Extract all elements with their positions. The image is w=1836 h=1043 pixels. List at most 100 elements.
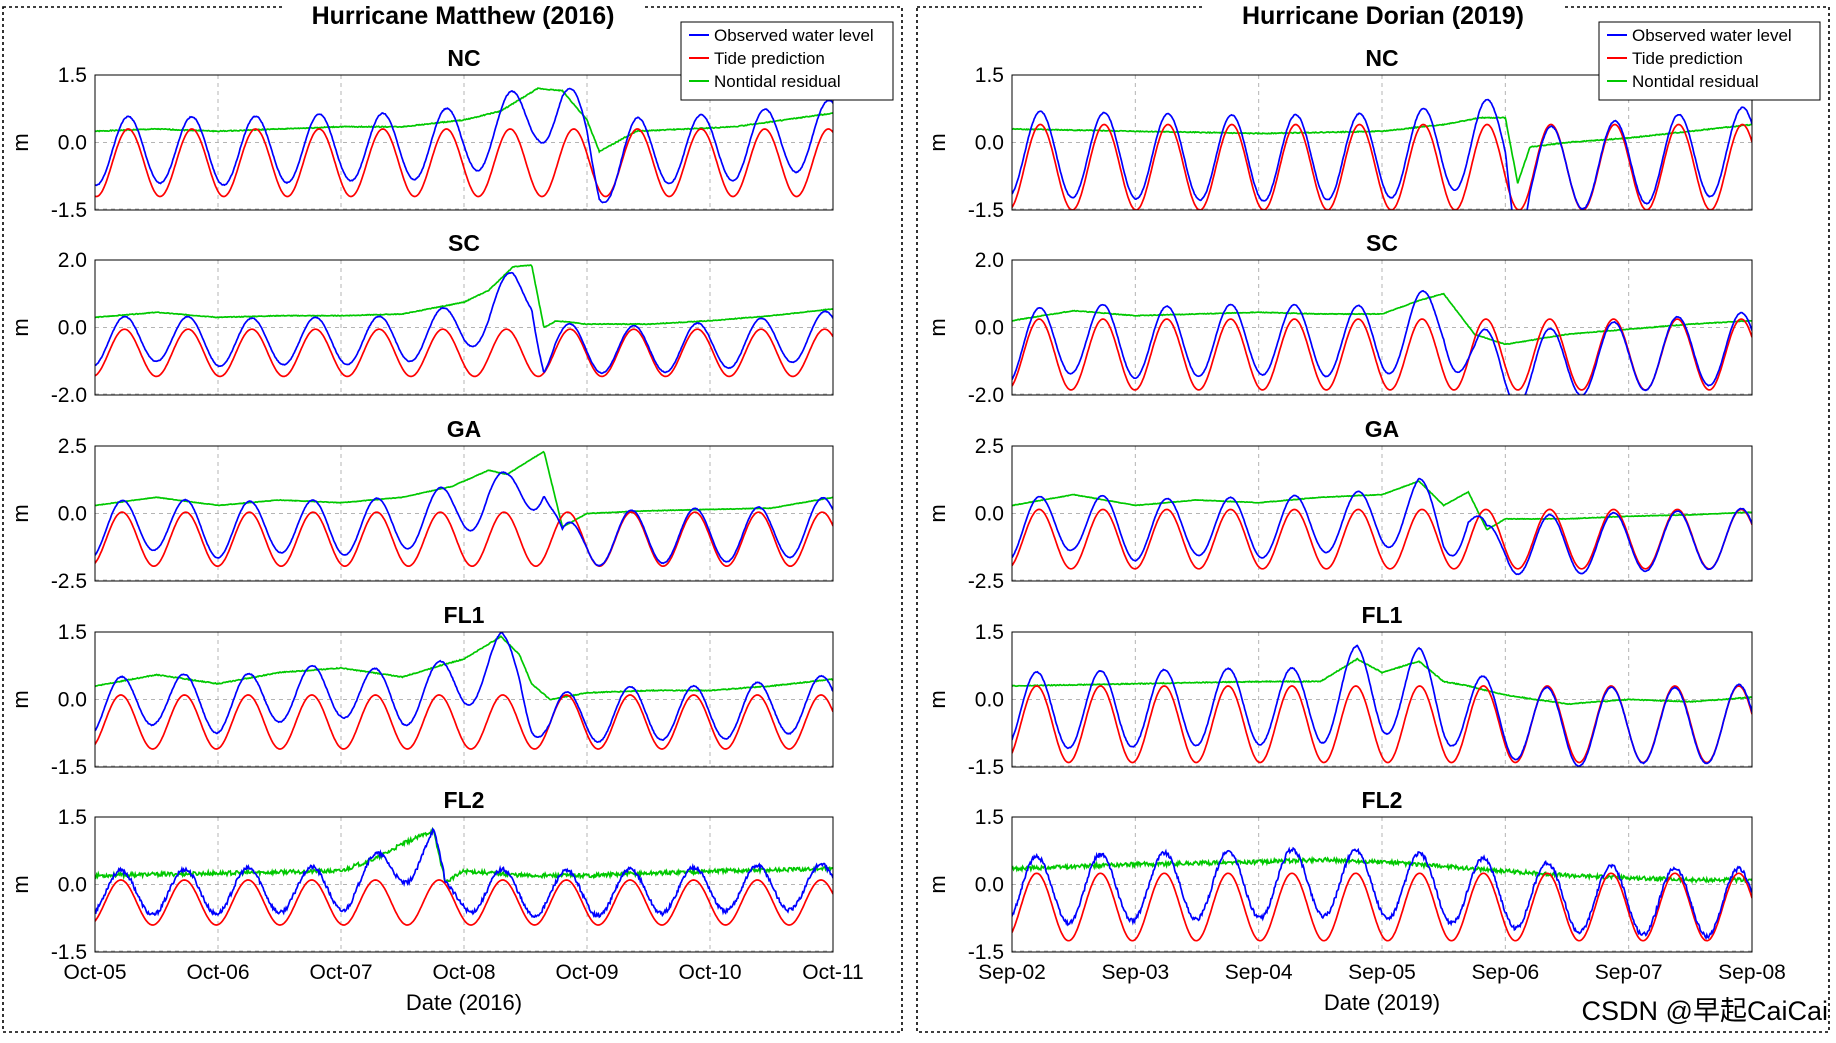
panel-sc: SC 2.0 0.0 -2.0 m (925, 230, 1753, 407)
y-tick-label: -1.5 (51, 199, 87, 222)
panel-border (94, 816, 834, 953)
chart-title-bg (1203, 0, 1563, 30)
y-tick-label: 0.0 (975, 874, 1004, 897)
x-tick-label: Oct-08 (432, 961, 495, 984)
y-tick-label: 1.5 (975, 621, 1004, 644)
x-tick-label: Sep-04 (1225, 961, 1293, 984)
series-observed-water-level (95, 632, 833, 743)
y-axis-label: m (925, 133, 950, 151)
series-tide-prediction (95, 694, 833, 750)
x-tick-label: Oct-09 (555, 961, 618, 984)
panel-border (94, 74, 834, 211)
x-axis-label: Date (2019) (1324, 990, 1440, 1015)
y-axis-label: m (925, 875, 950, 893)
series-group (1012, 846, 1752, 942)
x-tick-label: Sep-08 (1718, 961, 1786, 984)
y-axis-label: m (925, 690, 950, 708)
series-tide-prediction (95, 879, 833, 926)
x-tick-label: Oct-11 (802, 961, 863, 984)
series-observed-water-level (95, 87, 833, 204)
series-group (1012, 644, 1752, 767)
x-axis-label: Date (2016) (406, 990, 522, 1015)
legend-observed-label: Observed water level (1632, 26, 1792, 45)
series-nontidal-residual (95, 450, 833, 529)
y-tick-label: -1.5 (51, 941, 87, 964)
y-axis-label: m (8, 318, 33, 336)
series-group (95, 264, 833, 378)
panel-title: SC (1366, 230, 1398, 256)
panel-title: SC (448, 230, 480, 256)
legend-box (680, 21, 894, 101)
y-tick-label: -1.5 (968, 199, 1004, 222)
series-nontidal-residual (1012, 657, 1752, 706)
series-observed-water-level (1012, 644, 1752, 767)
x-tick-label: Oct-06 (186, 961, 249, 984)
legend-residual-label: Nontidal residual (714, 72, 841, 91)
y-tick-label: 0.0 (58, 874, 87, 897)
legend-tide-label: Tide prediction (1632, 49, 1743, 68)
panel-border (1011, 259, 1753, 396)
x-tick-label: Sep-05 (1348, 961, 1416, 984)
chart-title: Hurricane Dorian (2019) (1242, 2, 1524, 30)
y-tick-label: 2.5 (58, 435, 87, 458)
y-axis-label: m (8, 504, 33, 522)
y-tick-label: -2.5 (968, 570, 1004, 593)
legend-box (1598, 21, 1821, 101)
y-tick-label: 1.5 (58, 806, 87, 829)
y-tick-label: 1.5 (975, 64, 1004, 87)
series-tide-prediction (1012, 872, 1752, 942)
legend: Observed water level Tide prediction Nonti… (1598, 21, 1821, 101)
y-tick-label: 0.0 (58, 317, 87, 340)
panel-fl2: FL2 1.5 0.0 -1.5 m Sep-02 Sep-03 Sep-04 Sep-05 Se… (925, 787, 1786, 1015)
panel-ga: GA 2.5 0.0 -2.5 m (925, 416, 1753, 593)
legend-residual-label: Nontidal residual (1632, 72, 1759, 91)
panel-title: NC (1365, 45, 1398, 71)
y-tick-label: -2.0 (968, 384, 1004, 407)
series-nontidal-residual (1012, 116, 1752, 184)
series-nontidal-residual (95, 826, 833, 884)
y-tick-label: 1.5 (975, 806, 1004, 829)
series-tide-prediction (95, 128, 833, 198)
chart-title: Hurricane Matthew (2016) (312, 2, 615, 30)
y-axis-label: m (8, 133, 33, 151)
series-tide-prediction (95, 511, 833, 567)
series-nontidal-residual (95, 635, 833, 701)
y-axis-label: m (8, 875, 33, 893)
panel-title: FL2 (444, 787, 485, 813)
panel-border (1011, 445, 1753, 582)
y-tick-label: -1.5 (51, 756, 87, 779)
y-tick-label: 0.0 (975, 689, 1004, 712)
chart-title-bg (283, 0, 643, 30)
series-group (95, 450, 833, 567)
panel-title: NC (447, 45, 480, 71)
series-group (1012, 477, 1752, 576)
y-tick-label: 0.0 (975, 317, 1004, 340)
y-tick-label: -2.5 (51, 570, 87, 593)
series-observed-water-level (95, 471, 833, 567)
x-tick-label: Oct-07 (309, 961, 372, 984)
panel-fl1: FL1 1.5 0.0 -1.5 m (8, 602, 834, 779)
y-tick-label: 1.5 (58, 621, 87, 644)
x-tick-label: Sep-02 (978, 961, 1046, 984)
chart-frame (2, 6, 903, 1033)
panel-border (94, 259, 834, 396)
x-tick-label: Sep-06 (1471, 961, 1539, 984)
y-tick-label: 0.0 (975, 132, 1004, 155)
y-tick-label: -1.5 (968, 756, 1004, 779)
y-tick-label: 0.0 (975, 503, 1004, 526)
panel-title: FL1 (444, 602, 485, 628)
y-axis-label: m (925, 504, 950, 522)
x-tick-label: Oct-05 (63, 961, 126, 984)
panel-title: FL2 (1362, 787, 1403, 813)
legend-observed-label: Observed water level (714, 26, 874, 45)
panel-border (94, 631, 834, 768)
panel-title: GA (447, 416, 482, 442)
series-group (95, 632, 833, 750)
series-tide-prediction (1012, 508, 1752, 570)
y-tick-label: 0.0 (58, 503, 87, 526)
series-observed-water-level (1012, 98, 1752, 210)
x-tick-label: Sep-03 (1101, 961, 1169, 984)
series-group (95, 826, 833, 926)
watermark: CSDN @早起CaiCai (1582, 996, 1828, 1026)
series-observed-water-level (1012, 846, 1752, 941)
